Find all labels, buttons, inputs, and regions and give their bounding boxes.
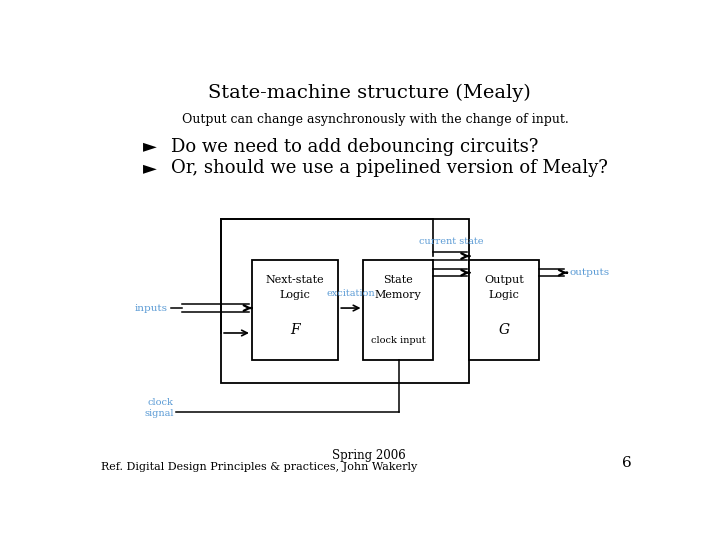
Text: excitation: excitation bbox=[327, 289, 375, 298]
Text: Ref. Digital Design Principles & practices, John Wakerly: Ref. Digital Design Principles & practic… bbox=[101, 462, 418, 472]
Text: Next-state: Next-state bbox=[266, 275, 325, 285]
Text: G: G bbox=[499, 323, 510, 337]
Text: Do we need to add debouncing circuits?: Do we need to add debouncing circuits? bbox=[171, 138, 539, 156]
Text: Logic: Logic bbox=[279, 290, 310, 300]
Text: Or, should we use a pipelined version of Mealy?: Or, should we use a pipelined version of… bbox=[171, 159, 608, 177]
Bar bbox=[469, 260, 539, 360]
Bar bbox=[252, 260, 338, 360]
Text: ►: ► bbox=[143, 159, 157, 177]
Bar bbox=[221, 219, 469, 383]
Text: Output: Output bbox=[485, 275, 524, 285]
Text: clock
signal: clock signal bbox=[144, 398, 174, 417]
Text: Memory: Memory bbox=[375, 290, 422, 300]
Text: 6: 6 bbox=[621, 456, 631, 470]
Text: State-machine structure (Mealy): State-machine structure (Mealy) bbox=[207, 84, 531, 102]
Text: current state: current state bbox=[419, 237, 484, 246]
Text: Logic: Logic bbox=[489, 290, 520, 300]
Bar bbox=[364, 260, 433, 360]
Text: outputs: outputs bbox=[570, 268, 610, 277]
Text: Spring 2006: Spring 2006 bbox=[332, 449, 406, 462]
Text: F: F bbox=[290, 323, 300, 337]
Text: inputs: inputs bbox=[135, 303, 168, 313]
Text: Output can change asynchronously with the change of input.: Output can change asynchronously with th… bbox=[182, 113, 569, 126]
Text: ►: ► bbox=[143, 138, 157, 156]
Text: clock input: clock input bbox=[371, 335, 426, 345]
Text: State: State bbox=[384, 275, 413, 285]
